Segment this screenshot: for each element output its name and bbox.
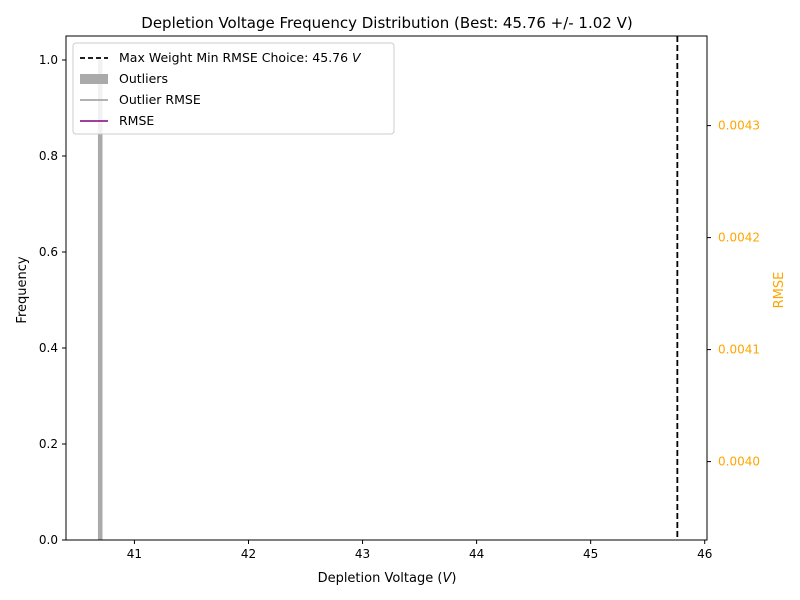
right-tick-label: 0.0040 xyxy=(718,455,760,469)
legend-label: Outlier RMSE xyxy=(119,92,201,107)
legend-label: Outliers xyxy=(119,71,168,86)
right-axis-ticks: 0.0040 0.0041 0.0042 0.0043 xyxy=(707,119,760,469)
legend-entry: Outlier RMSE xyxy=(80,92,201,107)
y-tick-label: 1.0 xyxy=(39,53,58,67)
legend-entry: Outliers xyxy=(80,71,168,86)
plot-frame xyxy=(65,35,708,541)
x-tick-label: 42 xyxy=(241,547,256,561)
y-axis-label: Frequency xyxy=(15,256,30,323)
chart-title: Depletion Voltage Frequency Distribution… xyxy=(141,14,632,32)
legend-label: Max Weight Min RMSE Choice: 45.76 V xyxy=(119,50,362,65)
x-tick-label: 46 xyxy=(697,547,712,561)
legend-box xyxy=(72,42,395,135)
legend-label: RMSE xyxy=(119,113,154,128)
y-tick-label: 0.6 xyxy=(39,245,58,259)
x-tick-label: 43 xyxy=(355,547,370,561)
legend-entry: Max Weight Min RMSE Choice: 45.76 V xyxy=(80,50,362,65)
x-axis-ticks: 41 42 43 44 45 46 xyxy=(127,540,712,561)
right-axis-label: RMSE xyxy=(772,272,787,309)
y-tick-label: 0.4 xyxy=(39,341,58,355)
legend-entry: RMSE xyxy=(80,113,154,128)
legend-handle-patch xyxy=(80,74,108,84)
right-tick-label: 0.0041 xyxy=(718,343,760,357)
y-tick-label: 0.0 xyxy=(39,533,58,547)
x-tick-label: 41 xyxy=(127,547,142,561)
y-tick-label: 0.8 xyxy=(39,149,58,163)
legend: Max Weight Min RMSE Choice: 45.76 V Outli… xyxy=(72,42,395,135)
y-axis-ticks: 0.0 0.2 0.4 0.6 0.8 1.0 xyxy=(39,53,66,547)
outlier-bars xyxy=(97,60,103,540)
right-tick-label: 0.0043 xyxy=(718,119,760,133)
x-tick-label: 45 xyxy=(583,547,598,561)
right-tick-label: 0.0042 xyxy=(718,231,760,245)
x-axis-label: Depletion Voltage (V) xyxy=(318,571,457,586)
x-tick-label: 44 xyxy=(469,547,484,561)
outlier-bar xyxy=(97,60,103,540)
y-tick-label: 0.2 xyxy=(39,437,58,451)
